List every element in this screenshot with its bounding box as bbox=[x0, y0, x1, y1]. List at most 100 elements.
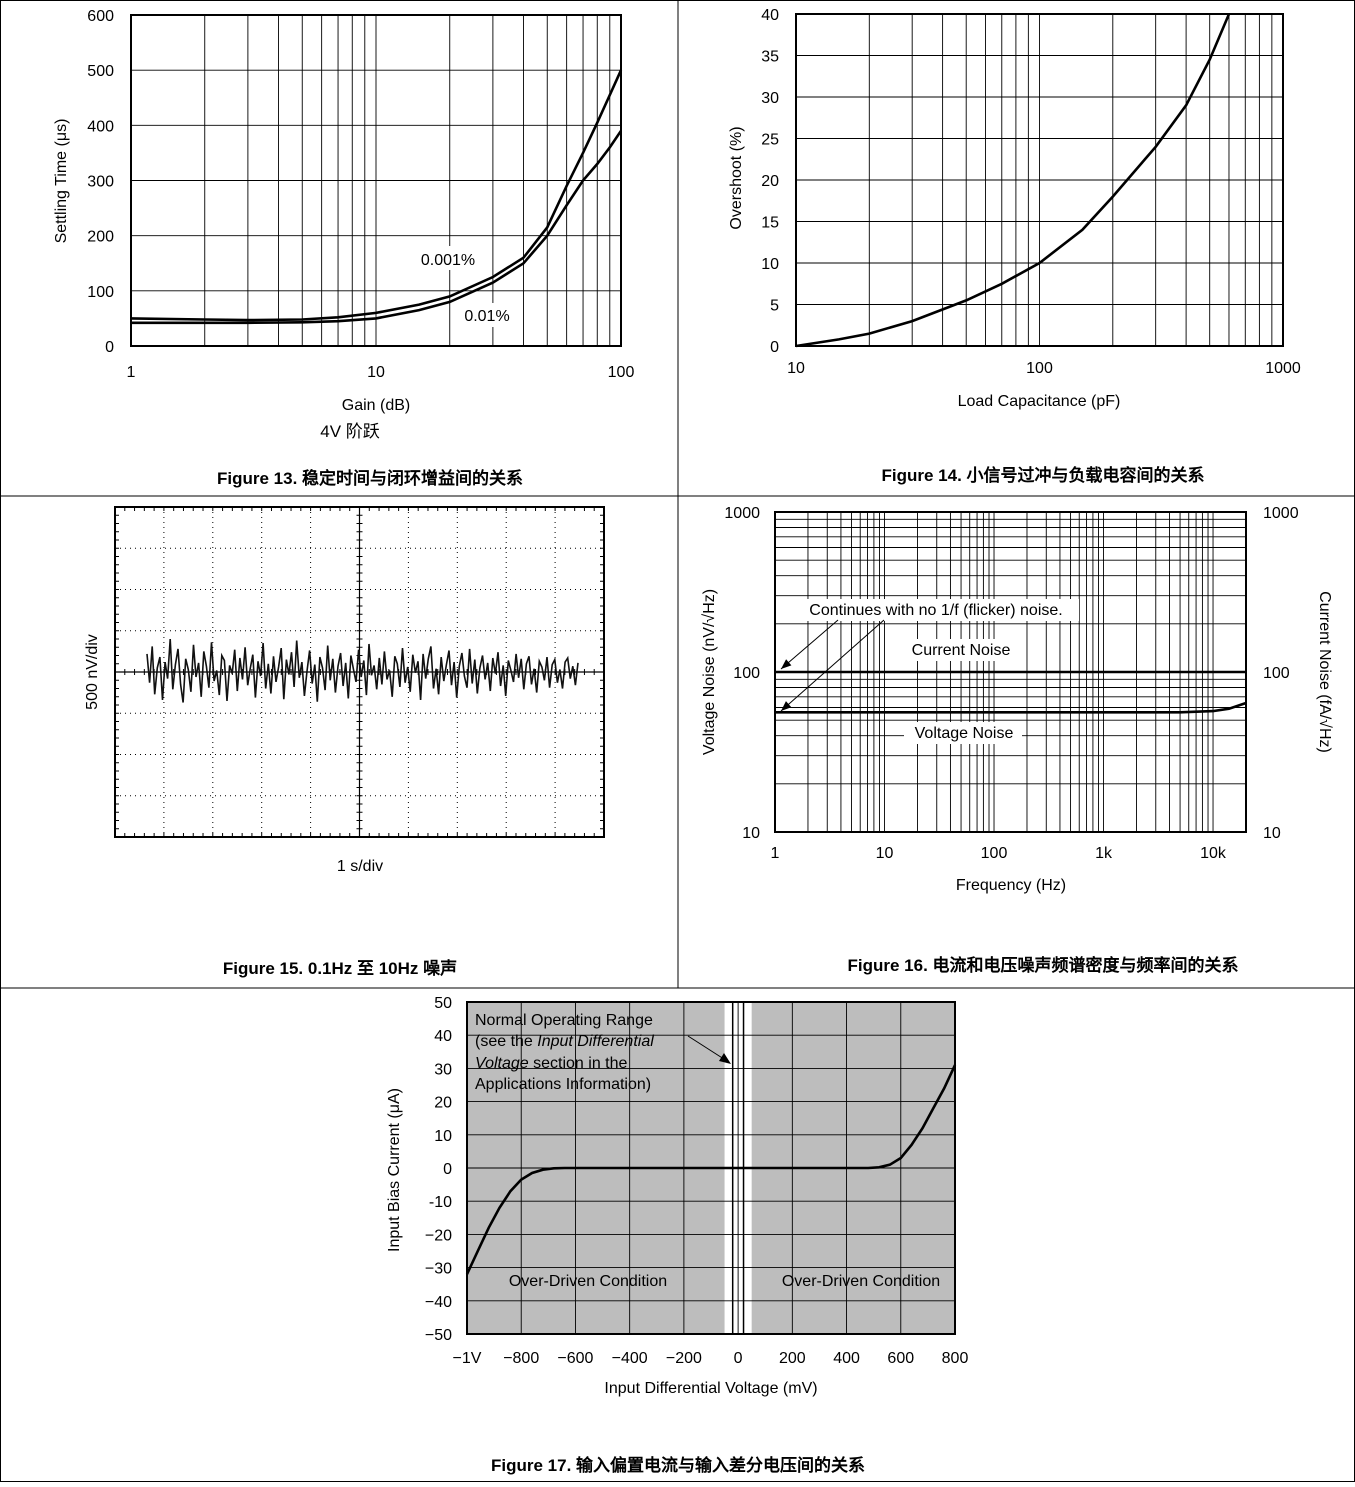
fig14-chart: 0 5 10 15 20 25 30 35 40 10 100 1000 Load Capacitanc… bbox=[728, 7, 1301, 410]
y-tick-label: 15 bbox=[761, 215, 779, 232]
annotation-arrow bbox=[687, 1035, 728, 1062]
series-line-settling-0.01 bbox=[131, 130, 623, 325]
y-tick-label: 0 bbox=[105, 339, 114, 356]
plot-frame bbox=[114, 506, 605, 838]
y-tick-label: 40 bbox=[761, 7, 779, 24]
y-right-axis-title: Current Noise (fA/√Hz) bbox=[1316, 591, 1333, 753]
x-tick-label: 100 bbox=[608, 364, 635, 381]
y-tick-label: 10 bbox=[742, 825, 760, 842]
x-axis-title: Frequency (Hz) bbox=[956, 877, 1066, 894]
x-tick-label: −400 bbox=[612, 1350, 648, 1367]
y-tick-label: 30 bbox=[761, 90, 779, 107]
label-bg bbox=[904, 722, 1022, 744]
series-line-bias-current bbox=[465, 1064, 957, 1275]
x-axis-title: Load Capacitance (pF) bbox=[958, 393, 1121, 410]
x-tick-label: 1k bbox=[1095, 845, 1113, 862]
fig17-chart: 50 40 30 20 10 0 -10 −20 −30 −40 −50−1V −800 −600 −40… bbox=[386, 995, 968, 1397]
y-tick-label: −50 bbox=[425, 1327, 452, 1344]
fig15-chart: 1 s/div 500 nV/div bbox=[84, 506, 605, 875]
region-label: Over-Driven Condition bbox=[782, 1273, 940, 1290]
annotation-text: Normal Operating Range bbox=[475, 1012, 653, 1029]
y-tick-label: 300 bbox=[87, 174, 114, 191]
x-tick-label: −200 bbox=[666, 1350, 702, 1367]
y-right-tick-label: 100 bbox=[1263, 665, 1290, 682]
plot-frame bbox=[795, 13, 1284, 347]
x-axis-title: 1 s/div bbox=[337, 858, 383, 875]
x-tick-label: 1 bbox=[127, 364, 136, 381]
label-bg bbox=[414, 246, 482, 270]
y-tick-label: −40 bbox=[425, 1294, 452, 1311]
annotation-text: (see the Input Differential bbox=[475, 1033, 654, 1050]
arrowhead bbox=[781, 659, 792, 669]
plot-frame bbox=[466, 1001, 956, 1335]
x-tick-label: 10 bbox=[876, 845, 894, 862]
fig13-chart: 0 100 200 300 400 500 600 1 10 100 Gain (dB) Settli… bbox=[53, 8, 634, 441]
y-tick-label: 25 bbox=[761, 132, 779, 149]
y-tick-label: −30 bbox=[425, 1261, 452, 1278]
y-axis-title: 500 nV/div bbox=[84, 634, 101, 710]
x-tick-label: 200 bbox=[779, 1350, 806, 1367]
y-tick-label: 10 bbox=[434, 1128, 452, 1145]
x-tick-label: 600 bbox=[887, 1350, 914, 1367]
x-tick-label: −800 bbox=[503, 1350, 539, 1367]
arrowhead bbox=[719, 1053, 731, 1064]
y-tick-label: 1000 bbox=[724, 505, 760, 522]
figure-caption: Figure 16. 电流和电压噪声频谱密度与频率间的关系 bbox=[847, 955, 1238, 975]
y-tick-label: 600 bbox=[87, 8, 114, 25]
annotation-text: Voltage section in the bbox=[475, 1055, 628, 1072]
curve-label: Current Noise bbox=[912, 642, 1011, 659]
y-axis-title: Overshoot (%) bbox=[728, 126, 745, 229]
x-tick-label: 1000 bbox=[1265, 360, 1301, 377]
y-right-tick-label: 10 bbox=[1263, 825, 1281, 842]
x-tick-label: 100 bbox=[981, 845, 1008, 862]
figure-caption: Figure 13. 稳定时间与闭环增益间的关系 bbox=[217, 468, 523, 488]
x-tick-label: 10 bbox=[367, 364, 385, 381]
x-tick-label: −600 bbox=[557, 1350, 593, 1367]
x-axis-title: Gain (dB) bbox=[342, 397, 410, 414]
y-tick-label: 10 bbox=[761, 256, 779, 273]
y-tick-label: 5 bbox=[770, 298, 779, 315]
y-tick-label: 200 bbox=[87, 229, 114, 246]
label-bg bbox=[456, 303, 516, 327]
figure-caption: Figure 14. 小信号过冲与负载电容间的关系 bbox=[881, 465, 1204, 485]
y-tick-label: 400 bbox=[87, 118, 114, 135]
annotation-text: Continues with no 1/f (flicker) noise. bbox=[809, 602, 1062, 619]
y-tick-label: 100 bbox=[733, 665, 760, 682]
x-axis-title: Input Differential Voltage (mV) bbox=[604, 1380, 817, 1397]
series-line-voltage-noise bbox=[775, 701, 1247, 714]
y-right-tick-label: 1000 bbox=[1263, 505, 1299, 522]
label-bg bbox=[794, 599, 1079, 621]
curve-label: Voltage Noise bbox=[915, 725, 1014, 742]
y-tick-label: 20 bbox=[434, 1095, 452, 1112]
y-tick-label: 500 bbox=[87, 63, 114, 80]
y-tick-label: -10 bbox=[429, 1194, 452, 1211]
y-axis-title: Settling Time (μs) bbox=[53, 119, 70, 244]
curve-label: 0.01% bbox=[464, 308, 509, 325]
y-tick-label: 50 bbox=[434, 995, 452, 1012]
x-tick-label: 1 bbox=[771, 845, 780, 862]
plot-frame bbox=[130, 14, 622, 347]
x-tick-label: 10k bbox=[1200, 845, 1227, 862]
label-bg bbox=[902, 639, 1020, 661]
annotation-text: Applications Information) bbox=[475, 1076, 651, 1093]
x-tick-label: 100 bbox=[1026, 360, 1053, 377]
y-tick-label: 0 bbox=[443, 1161, 452, 1178]
y-tick-label: 0 bbox=[770, 339, 779, 356]
x-tick-label: 800 bbox=[942, 1350, 969, 1367]
y-tick-label: 35 bbox=[761, 49, 779, 66]
y-tick-label: 100 bbox=[87, 284, 114, 301]
series-line-settling-0.001 bbox=[130, 69, 623, 322]
noise-trace bbox=[146, 638, 579, 703]
region-label: Over-Driven Condition bbox=[509, 1273, 667, 1290]
y-tick-label: 30 bbox=[434, 1061, 452, 1078]
series-line-overshoot bbox=[795, 13, 1231, 348]
arrowhead bbox=[781, 701, 792, 711]
x-tick-label: 0 bbox=[734, 1350, 743, 1367]
x-tick-label: 400 bbox=[833, 1350, 860, 1367]
y-axis-title: Input Bias Current (μA) bbox=[386, 1088, 403, 1252]
x-tick-label: −1V bbox=[453, 1350, 482, 1367]
figure-caption: Figure 17. 输入偏置电流与输入差分电压间的关系 bbox=[491, 1455, 865, 1475]
annotation-arrow bbox=[780, 619, 839, 670]
